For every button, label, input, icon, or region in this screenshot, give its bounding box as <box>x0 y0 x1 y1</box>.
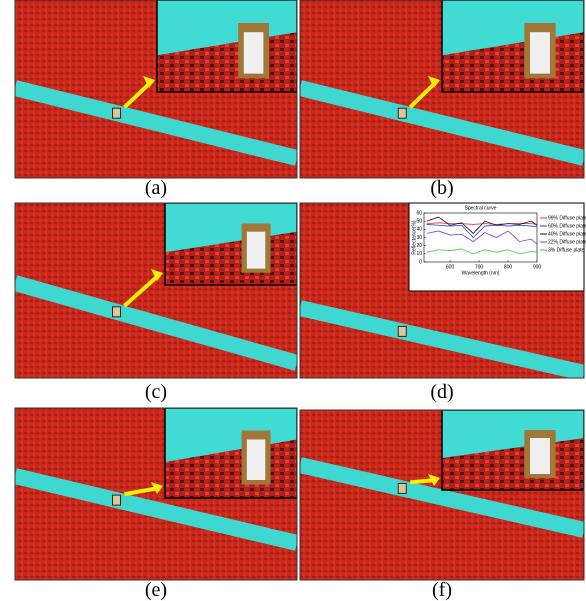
y-axis-label: Reflectance(%) <box>411 220 417 255</box>
legend-label: 99% Diffuse plate <box>548 215 586 221</box>
panel-label: (d) <box>430 381 453 403</box>
target <box>113 108 121 118</box>
panel-label: (f) <box>432 579 452 601</box>
panel-label: (c) <box>145 381 167 403</box>
target <box>113 495 121 505</box>
x-tick-label: 600 <box>446 264 455 270</box>
target <box>398 108 406 118</box>
panel-image <box>300 0 584 178</box>
y-tick-label: 60 <box>416 210 422 216</box>
zoom-plate <box>244 32 264 73</box>
target <box>398 483 406 493</box>
legend-label: 40% Diffuse plate <box>548 231 586 237</box>
panel-label: (e) <box>145 579 167 601</box>
legend-label: 22% Diffuse plate <box>548 239 586 245</box>
panel-image <box>300 410 584 580</box>
panel-image <box>15 0 297 178</box>
chart-title: Spectral curve <box>465 205 497 211</box>
zoom-plate <box>530 32 550 73</box>
panel-image <box>15 203 297 378</box>
target <box>398 326 406 336</box>
legend-label: 3% Diffuse plate <box>548 247 585 253</box>
zoom-plate <box>247 232 265 269</box>
x-tick-label: 900 <box>533 264 542 270</box>
figure: (a)(b)(c)(d)(e)(f)Spectral curve01020304… <box>0 0 586 601</box>
zoom-plate <box>247 440 265 481</box>
panel-image <box>15 408 297 580</box>
y-tick-label: 0 <box>419 259 422 265</box>
x-tick-label: 800 <box>504 264 513 270</box>
panel-label: (a) <box>145 177 167 199</box>
panel-label: (b) <box>430 177 453 199</box>
x-axis-label: Wavelength (nm) <box>462 270 500 276</box>
zoom-plate <box>530 438 550 474</box>
legend-label: 60% Diffuse plate <box>548 223 586 229</box>
target <box>113 307 121 317</box>
